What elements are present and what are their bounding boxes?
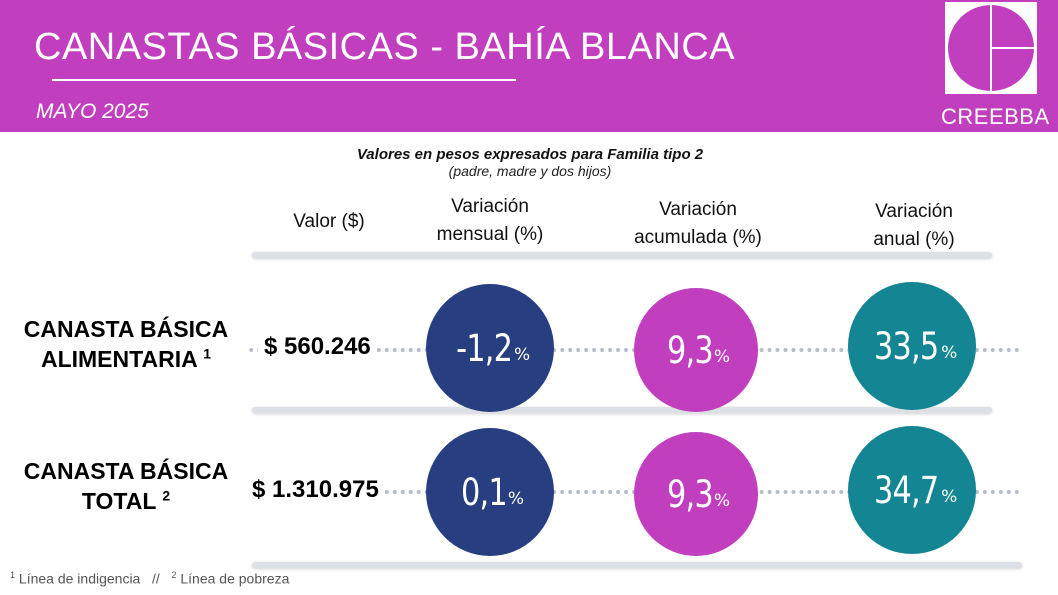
row-1-acumulada-unit: % [713, 347, 730, 367]
header-banner: CANASTAS BÁSICAS - BAHÍA BLANCA MAYO 202… [0, 0, 1058, 132]
row-1-anual-unit: % [941, 343, 958, 363]
column-header-anual-line1: Variación [875, 201, 953, 222]
row-1-mensual-circle: -1,2% [426, 284, 554, 412]
column-header-mensual: Variación mensual (%) [410, 193, 570, 249]
row-2-acumulada-value: 9,3 [667, 472, 714, 516]
row-1-label-line2: ALIMENTARIA 1 [40, 345, 212, 372]
column-header-anual: Variación anual (%) [834, 198, 994, 254]
intro-sub-text: (padre, madre y dos hijos) [448, 163, 612, 179]
row-2-label: CANASTA BÁSICA TOTAL 2 [6, 456, 246, 516]
footnote-ref-2: 2 [171, 570, 177, 580]
column-header-acumulada: Variación acumulada (%) [610, 196, 786, 252]
column-header-acumulada-line2: acumulada (%) [634, 227, 762, 248]
footnote-ref-1: 1 [10, 570, 16, 580]
row-1-mensual-value: -1,2 [455, 326, 513, 370]
title-underline [52, 79, 516, 81]
column-header-mensual-line2: mensual (%) [436, 224, 544, 245]
row-2-mensual-unit: % [507, 489, 524, 509]
footnote-text-2: Línea de pobreza [176, 570, 290, 587]
column-header-acumulada-line1: Variación [659, 199, 737, 220]
column-header-mensual-line1: Variación [451, 196, 529, 217]
column-header-valor: Valor ($) [264, 208, 394, 236]
row-2-mensual-circle: 0,1% [426, 428, 554, 556]
header-separator [252, 252, 992, 258]
row-1-label-line1: CANASTA BÁSICA [23, 316, 229, 342]
row-1-acumulada-value: 9,3 [667, 328, 714, 372]
page-title: CANASTAS BÁSICAS - BAHÍA BLANCA [34, 26, 736, 68]
row-1-valor: $ 560.246 [258, 333, 377, 361]
footer-separator [252, 562, 1022, 568]
page-subtitle-date: MAYO 2025 [36, 100, 149, 123]
footnote-text-1: Línea de indigencia // [15, 570, 172, 587]
row-2-anual-circle: 34,7% [848, 426, 976, 554]
row-2-label-line2: TOTAL 2 [81, 487, 171, 514]
row-2-anual-value: 34,7 [873, 468, 939, 512]
row-2-label-line1: CANASTA BÁSICA [23, 458, 229, 484]
row-2-acumulada-circle: 9,3% [634, 432, 758, 556]
creebba-logo-icon [945, 2, 1037, 94]
intro-note: Valores en pesos expresados para Familia… [270, 146, 790, 179]
row-1-footnote-ref: 1 [203, 345, 212, 362]
footnote: 1 Línea de indigencia // 2 Línea de pobr… [10, 570, 289, 587]
row-separator [252, 407, 992, 413]
row-1-mensual-unit: % [514, 345, 531, 365]
row-1-label: CANASTA BÁSICA ALIMENTARIA 1 [6, 314, 246, 374]
row-2-mensual-value: 0,1 [461, 470, 508, 514]
column-header-anual-line2: anual (%) [873, 229, 955, 250]
row-1-anual-value: 33,5 [873, 324, 939, 368]
row-2-footnote-ref: 2 [162, 487, 171, 504]
column-header-valor-text: Valor ($) [293, 211, 365, 232]
row-2-valor: $ 1.310.975 [246, 476, 385, 504]
logo-wordmark: CREEBBA [941, 104, 1050, 129]
row-2-acumulada-unit: % [713, 491, 730, 511]
intro-main-text: Valores en pesos expresados para Familia… [356, 146, 704, 163]
row-1-anual-circle: 33,5% [848, 282, 976, 410]
row-1-acumulada-circle: 9,3% [634, 288, 758, 412]
row-2-anual-unit: % [941, 487, 958, 507]
